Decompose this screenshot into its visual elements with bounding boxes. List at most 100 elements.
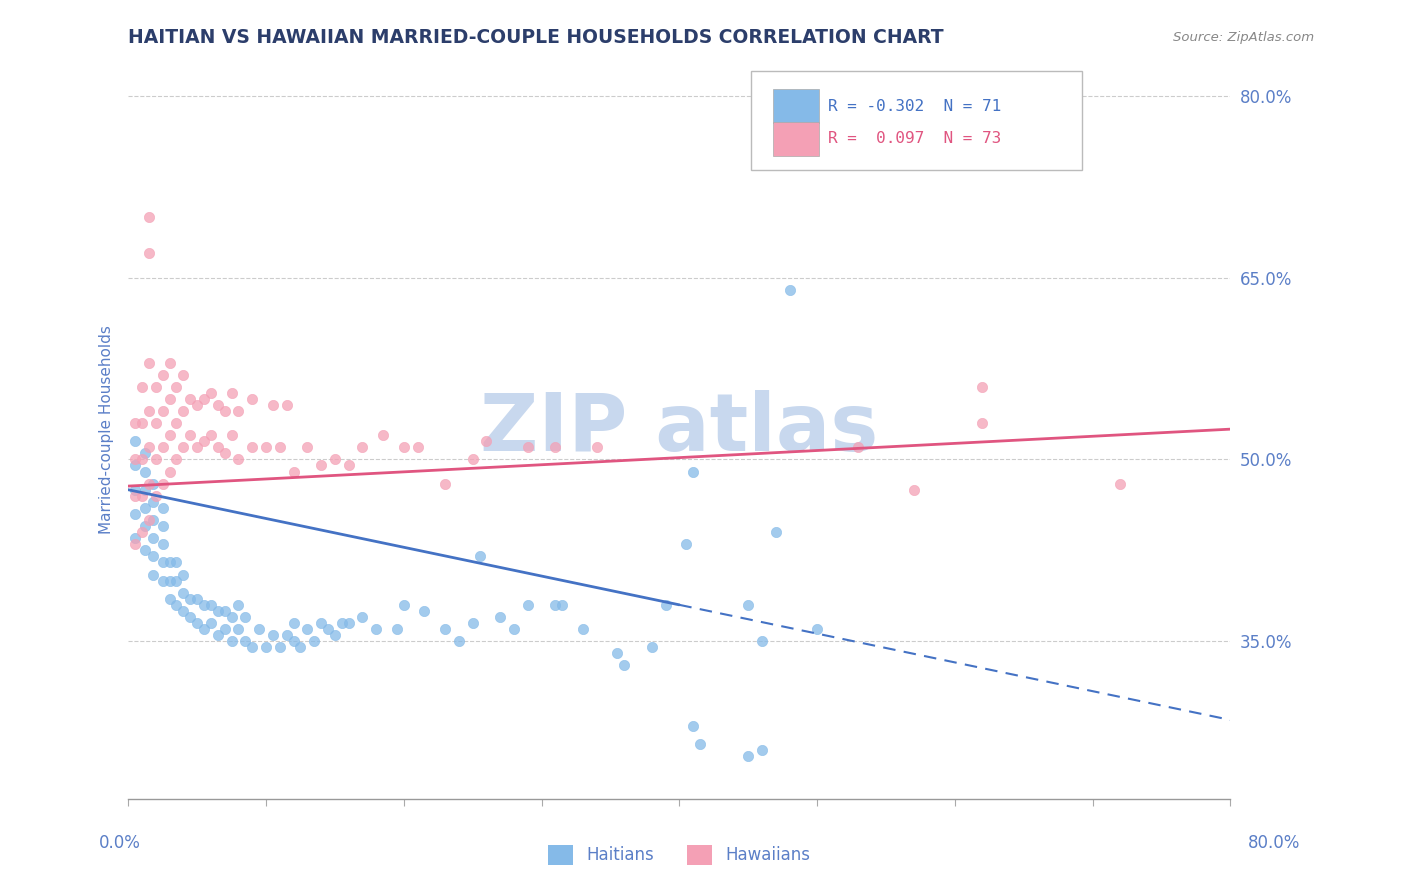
Point <box>806 622 828 636</box>
Point <box>138 513 160 527</box>
Point <box>269 440 291 454</box>
Point <box>142 567 165 582</box>
Point <box>152 519 174 533</box>
Point <box>186 615 208 630</box>
Point <box>200 428 222 442</box>
Point <box>247 622 270 636</box>
Point <box>283 634 305 648</box>
Point <box>366 622 388 636</box>
Point <box>124 434 146 449</box>
Point <box>138 246 160 260</box>
Point <box>221 610 243 624</box>
Point <box>468 549 491 564</box>
Point <box>235 610 257 624</box>
Point <box>134 543 156 558</box>
Point <box>371 428 394 442</box>
Point <box>240 440 263 454</box>
Text: HAITIAN VS HAWAIIAN MARRIED-COUPLE HOUSEHOLDS CORRELATION CHART: HAITIAN VS HAWAIIAN MARRIED-COUPLE HOUSE… <box>128 28 943 47</box>
Point <box>131 416 153 430</box>
Point <box>145 489 167 503</box>
Point <box>159 591 181 606</box>
Point <box>352 610 374 624</box>
Point <box>330 615 353 630</box>
Point <box>179 428 201 442</box>
Point <box>134 483 156 497</box>
Point <box>166 598 188 612</box>
Point <box>159 428 181 442</box>
Point <box>138 440 160 454</box>
Point <box>675 537 697 551</box>
Point <box>228 452 250 467</box>
Point <box>972 416 994 430</box>
Point <box>186 440 208 454</box>
Point <box>641 640 664 655</box>
Point <box>152 500 174 515</box>
Point <box>124 489 146 503</box>
Point <box>172 440 194 454</box>
Point <box>503 622 526 636</box>
Point <box>179 392 201 406</box>
Point <box>516 598 538 612</box>
Point <box>152 556 174 570</box>
Point <box>544 440 567 454</box>
Point <box>765 525 787 540</box>
FancyBboxPatch shape <box>751 70 1081 170</box>
Point <box>302 634 325 648</box>
Point <box>262 628 284 642</box>
Point <box>228 598 250 612</box>
Point <box>228 622 250 636</box>
Point <box>207 628 229 642</box>
Point <box>262 398 284 412</box>
Point <box>779 283 801 297</box>
Point <box>221 634 243 648</box>
Point <box>159 355 181 369</box>
Point <box>240 392 263 406</box>
Point <box>221 428 243 442</box>
Point <box>159 392 181 406</box>
Point <box>309 458 332 473</box>
Point <box>290 640 312 655</box>
Point <box>475 434 498 449</box>
Point <box>413 604 436 618</box>
Point <box>551 598 574 612</box>
Point <box>434 622 457 636</box>
Point <box>737 598 759 612</box>
Point <box>1109 476 1132 491</box>
Point <box>323 628 346 642</box>
Point <box>166 380 188 394</box>
Point <box>848 440 870 454</box>
Point <box>166 452 188 467</box>
Point <box>207 440 229 454</box>
Legend: Haitians, Hawaiians: Haitians, Hawaiians <box>541 838 817 871</box>
Point <box>172 404 194 418</box>
Point <box>682 465 704 479</box>
Point <box>124 507 146 521</box>
Point <box>276 628 298 642</box>
Point <box>166 556 188 570</box>
Point <box>193 434 215 449</box>
Point <box>142 549 165 564</box>
Point <box>392 440 415 454</box>
Point <box>297 622 319 636</box>
Point <box>737 749 759 764</box>
Point <box>152 368 174 382</box>
Point <box>903 483 925 497</box>
Y-axis label: Married-couple Households: Married-couple Households <box>100 325 114 533</box>
Point <box>572 622 595 636</box>
Point <box>254 640 277 655</box>
Point <box>406 440 429 454</box>
Point <box>316 622 339 636</box>
Point <box>193 598 215 612</box>
Point <box>337 615 360 630</box>
Point <box>972 380 994 394</box>
Point <box>131 489 153 503</box>
Point <box>214 404 236 418</box>
Text: Source: ZipAtlas.com: Source: ZipAtlas.com <box>1174 31 1315 45</box>
Point <box>142 513 165 527</box>
Point <box>283 465 305 479</box>
Point <box>124 458 146 473</box>
Point <box>172 604 194 618</box>
Point <box>152 476 174 491</box>
Text: 0.0%: 0.0% <box>98 834 141 852</box>
Point <box>142 476 165 491</box>
